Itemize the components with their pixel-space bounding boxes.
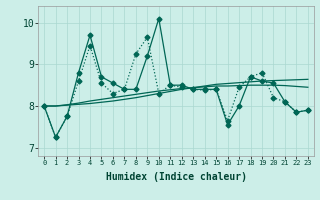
X-axis label: Humidex (Indice chaleur): Humidex (Indice chaleur) xyxy=(106,172,246,182)
